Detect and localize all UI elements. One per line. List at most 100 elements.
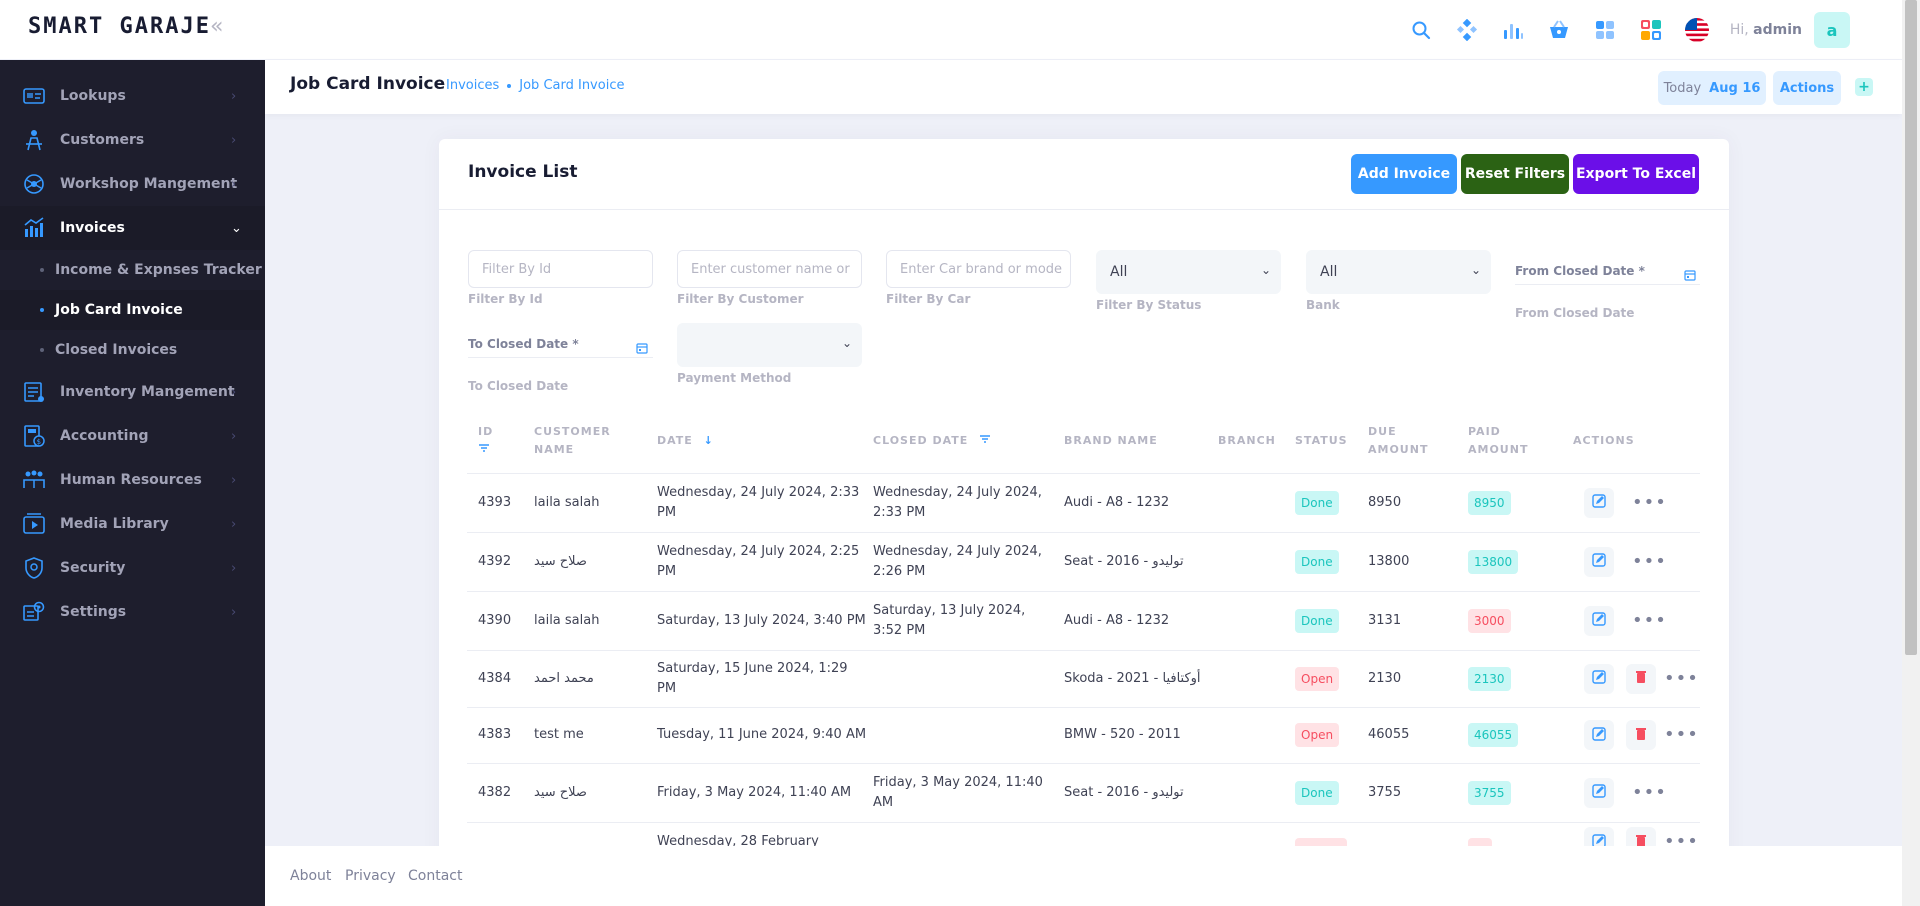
- scrollbar-thumb[interactable]: [1905, 0, 1917, 655]
- to-date-input[interactable]: To Closed Date *: [468, 337, 579, 351]
- cell-date-line: Saturday, 13 July 2024, 3:40 PM: [657, 612, 866, 628]
- column-header-closed-date[interactable]: CLOSED DATE: [873, 432, 991, 450]
- us-flag-icon[interactable]: [1674, 12, 1720, 48]
- edit-button[interactable]: [1584, 546, 1614, 577]
- paid-amount-badge: 13800: [1468, 549, 1519, 574]
- sort-desc-icon[interactable]: ↓: [703, 434, 714, 447]
- filter-payment-select[interactable]: ⌄: [677, 323, 862, 367]
- column-header-paid-amount[interactable]: PAID AMOUNT: [1468, 423, 1528, 459]
- chevron-down-icon: ⌄: [1470, 263, 1481, 277]
- apps-icon[interactable]: [1582, 12, 1628, 48]
- chevron-right-icon: ›: [231, 560, 237, 576]
- cell-customer: محمد احمد: [534, 670, 594, 686]
- invoices-icon: [22, 216, 46, 240]
- column-header-due-amount[interactable]: DUE AMOUNT: [1368, 423, 1428, 459]
- filter-bank-select[interactable]: All ⌄: [1306, 250, 1491, 294]
- cell-date: Tuesday, 11 June 2024, 9:40 AM: [657, 725, 866, 745]
- export-excel-button[interactable]: Export To Excel: [1573, 154, 1699, 194]
- cell-due-amount: 3131: [1368, 612, 1402, 628]
- from-date-input[interactable]: From Closed Date *: [1515, 264, 1645, 278]
- edit-button[interactable]: [1584, 487, 1614, 518]
- edit-button[interactable]: [1584, 777, 1614, 808]
- filter-customer-input[interactable]: Enter customer name or: [677, 250, 862, 288]
- reset-filters-button[interactable]: Reset Filters: [1461, 154, 1569, 194]
- table-row[interactable]: [467, 532, 1700, 591]
- sidebar-item-inventory[interactable]: Inventory Mangement ›: [0, 370, 265, 414]
- avatar[interactable]: a: [1814, 12, 1850, 48]
- search-icon[interactable]: [1398, 12, 1444, 48]
- delete-button[interactable]: [1626, 720, 1656, 750]
- sidebar-subitem-closed-invoices[interactable]: Closed Invoices: [0, 330, 265, 370]
- bar-chart-icon[interactable]: [1490, 12, 1536, 48]
- quick-add-button[interactable]: +: [1855, 78, 1873, 96]
- filter-id-input[interactable]: Filter By Id: [468, 250, 653, 288]
- more-actions-icon[interactable]: •••: [1632, 609, 1667, 631]
- sidebar-item-customers[interactable]: Customers ›: [0, 118, 265, 162]
- filter-icon[interactable]: [979, 434, 991, 447]
- filter-icon[interactable]: [478, 443, 490, 456]
- breadcrumb-job-card-invoice[interactable]: Job Card Invoice: [519, 78, 625, 93]
- sidebar-collapse-icon[interactable]: «: [210, 14, 224, 39]
- column-header-customer[interactable]: CUSTOMER NAME: [534, 423, 611, 459]
- table-row[interactable]: [467, 822, 1700, 862]
- edit-button[interactable]: [1584, 605, 1614, 636]
- table-row[interactable]: [467, 473, 1700, 532]
- sidebar-item-security[interactable]: Security ›: [0, 546, 265, 590]
- cell-date-line: Wednesday, 24 July 2024, 2:33: [657, 484, 860, 500]
- column-header-branch[interactable]: BRANCH: [1218, 434, 1276, 447]
- more-actions-icon[interactable]: •••: [1664, 724, 1699, 745]
- more-actions-icon[interactable]: •••: [1632, 491, 1667, 513]
- sidebar-item-accounting[interactable]: $ Accounting ›: [0, 414, 265, 458]
- column-header-closed-date-label: CLOSED DATE: [873, 434, 969, 447]
- table-row[interactable]: [467, 650, 1700, 707]
- page-scrollbar[interactable]: [1902, 0, 1920, 906]
- edit-button[interactable]: [1584, 720, 1614, 750]
- app-logo[interactable]: SMART GARAJE: [28, 14, 211, 39]
- actions-button[interactable]: Actions: [1773, 71, 1841, 105]
- column-header-id[interactable]: ID: [478, 423, 493, 459]
- sidebar-subitem-job-card-invoice[interactable]: Job Card Invoice: [0, 290, 265, 330]
- cell-closed-date: Wednesday, 24 July 2024, 2:33 PM: [873, 483, 1042, 523]
- column-header-date[interactable]: DATE ↓: [657, 432, 714, 450]
- more-actions-icon[interactable]: •••: [1632, 781, 1667, 803]
- kanban-icon[interactable]: [1444, 12, 1490, 48]
- table-row[interactable]: [467, 707, 1700, 763]
- chevron-right-icon: ›: [231, 604, 237, 620]
- cell-closed-date-line: Wednesday, 24 July 2024,: [873, 484, 1042, 500]
- filter-status-value: All: [1110, 264, 1128, 280]
- more-actions-icon[interactable]: •••: [1632, 550, 1667, 572]
- cell-brand-name: Seat - 2016 - توليدو: [1064, 553, 1184, 569]
- cell-customer: laila salah: [534, 612, 600, 628]
- cell-date-line: PM: [657, 680, 677, 696]
- more-actions-icon[interactable]: •••: [1664, 667, 1699, 689]
- sidebar-item-workshop[interactable]: Workshop Mangement ›: [0, 162, 265, 206]
- cell-date-line: Friday, 3 May 2024, 11:40 AM: [657, 784, 852, 800]
- today-button[interactable]: Today Aug 16: [1658, 71, 1766, 105]
- filter-status-select[interactable]: All ⌄: [1096, 250, 1281, 294]
- widgets-icon[interactable]: [1628, 12, 1674, 48]
- breadcrumb-invoices[interactable]: Invoices: [446, 78, 500, 93]
- sidebar-item-media-library[interactable]: Media Library ›: [0, 502, 265, 546]
- basket-icon[interactable]: [1536, 12, 1582, 48]
- add-invoice-button[interactable]: Add Invoice: [1351, 154, 1457, 194]
- edit-button[interactable]: [1584, 663, 1614, 694]
- calendar-icon[interactable]: [1684, 266, 1696, 281]
- greeting[interactable]: Hi, admin: [1730, 22, 1802, 38]
- filter-car-input[interactable]: Enter Car brand or mode: [886, 250, 1071, 288]
- table-row[interactable]: [467, 763, 1700, 822]
- cell-id: 4390: [478, 612, 512, 628]
- sidebar-item-lookups[interactable]: Lookups ›: [0, 74, 265, 118]
- column-header-status[interactable]: STATUS: [1295, 434, 1348, 447]
- footer-link-contact[interactable]: Contact: [408, 868, 463, 884]
- table-row[interactable]: [467, 591, 1700, 650]
- sidebar-item-human-resources[interactable]: Human Resources ›: [0, 458, 265, 502]
- footer-link-about[interactable]: About: [290, 868, 332, 884]
- chevron-right-icon: ›: [231, 384, 237, 400]
- footer-link-privacy[interactable]: Privacy: [345, 868, 396, 884]
- calendar-icon[interactable]: [636, 339, 648, 354]
- sidebar-item-settings[interactable]: Settings ›: [0, 590, 265, 634]
- delete-button[interactable]: [1626, 663, 1656, 694]
- sidebar-item-invoices[interactable]: Invoices ⌄: [0, 206, 265, 250]
- column-header-brand-name[interactable]: BRAND NAME: [1064, 434, 1158, 447]
- sidebar-subitem-income-tracker[interactable]: Income & Expnses Tracker: [0, 250, 265, 290]
